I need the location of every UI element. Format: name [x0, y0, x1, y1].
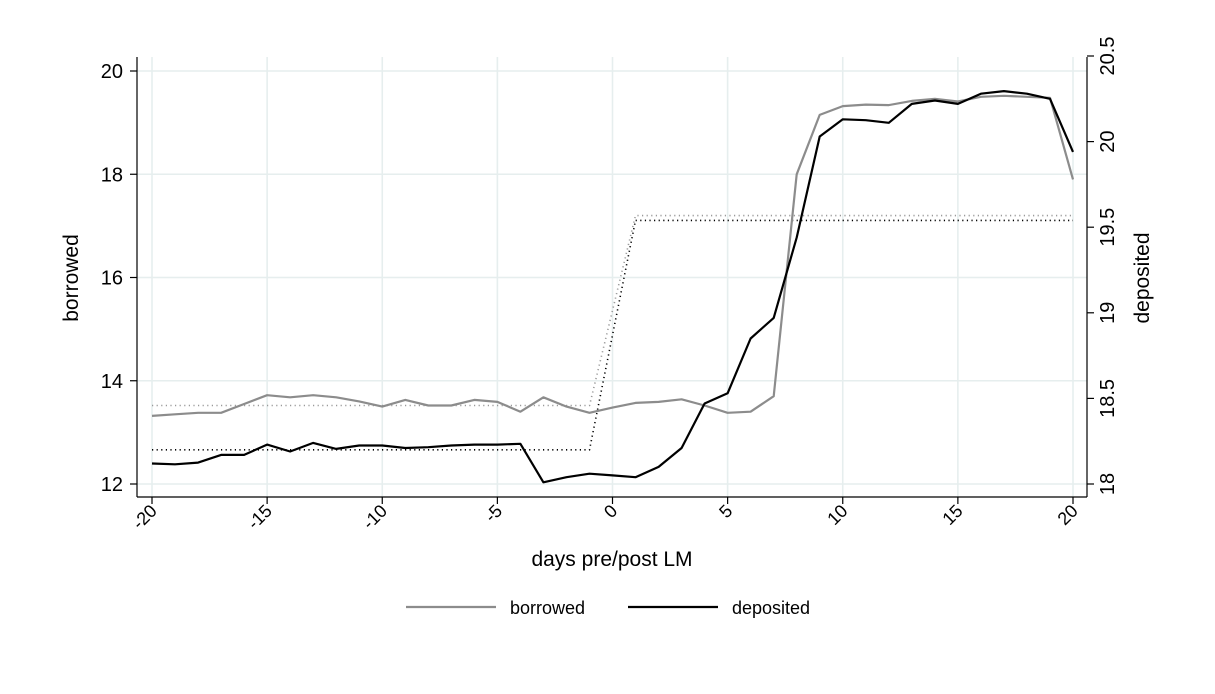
x-tick-label-5: 5	[715, 501, 736, 522]
x-axis-label: days pre/post LM	[531, 548, 692, 571]
x-tick-label-1: -15	[243, 501, 276, 534]
legend-label-borrowed: borrowed	[510, 598, 585, 618]
legend-label-deposited: deposited	[732, 598, 810, 618]
y-left-tick-label-3: 18	[101, 164, 123, 186]
series-line-borrowed	[151, 94, 1075, 417]
x-tick-label-6: 10	[823, 501, 851, 529]
y-right-tick-label-1: 18.5	[1097, 379, 1119, 418]
legend: borrowed deposited	[406, 598, 810, 618]
y-right-tick-label-4: 20	[1097, 130, 1119, 152]
series-line-deposited	[151, 89, 1075, 484]
x-tick-label-7: 15	[938, 501, 966, 529]
x-tick-label-8: 20	[1054, 501, 1082, 529]
y-left-tick-label-0: 12	[101, 474, 123, 496]
x-tick-label-3: -5	[481, 501, 506, 526]
x-tick-label-4: 0	[600, 501, 621, 522]
y-axis-label-right: deposited	[1131, 232, 1154, 323]
x-tick-label-0: -20	[128, 501, 161, 534]
y-left-tick-label-4: 20	[101, 61, 123, 83]
y-left-tick-label-1: 14	[101, 371, 123, 393]
y-right-tick-label-0: 18	[1097, 473, 1119, 495]
gridlines	[137, 57, 1087, 497]
axes: -20 -15 -10 -5 0 5 10 15 20 12 14 16 18 20 18 18.5 19 19.…	[101, 37, 1119, 534]
y-axis-label-left: borrowed	[60, 234, 83, 322]
y-right-tick-label-5: 20.5	[1097, 37, 1119, 76]
y-left-tick-label-2: 16	[101, 268, 123, 290]
x-tick-label-2: -10	[359, 501, 392, 534]
y-right-tick-label-3: 19.5	[1097, 208, 1119, 247]
y-right-tick-label-2: 19	[1097, 302, 1119, 324]
series-lines	[151, 89, 1075, 484]
